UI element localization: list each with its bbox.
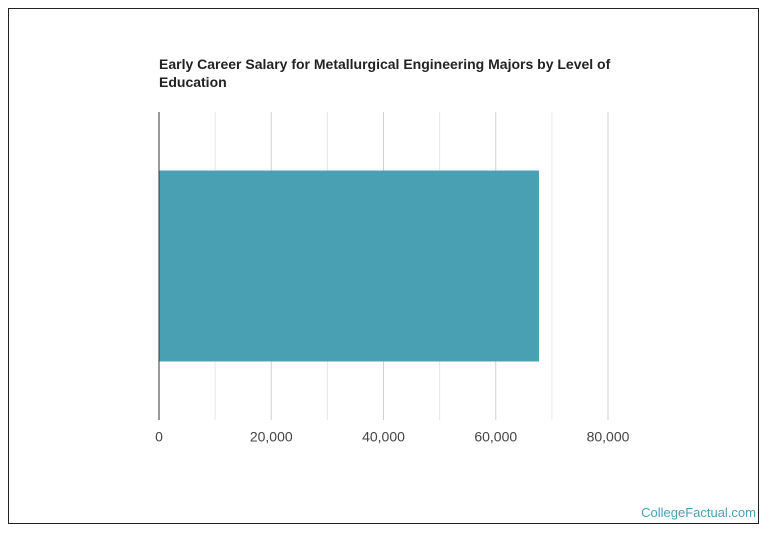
source-link[interactable]: CollegeFactual.com <box>641 505 756 520</box>
x-tick-label: 0 <box>155 429 163 445</box>
x-tick-label: 20,000 <box>250 429 293 445</box>
x-tick-label: 80,000 <box>587 429 630 445</box>
bar <box>159 170 539 362</box>
x-tick-label: 60,000 <box>474 429 517 445</box>
x-tick-label: 40,000 <box>362 429 405 445</box>
frame <box>8 8 759 524</box>
chart-title: Early Career Salary for Metallurgical En… <box>159 56 611 90</box>
